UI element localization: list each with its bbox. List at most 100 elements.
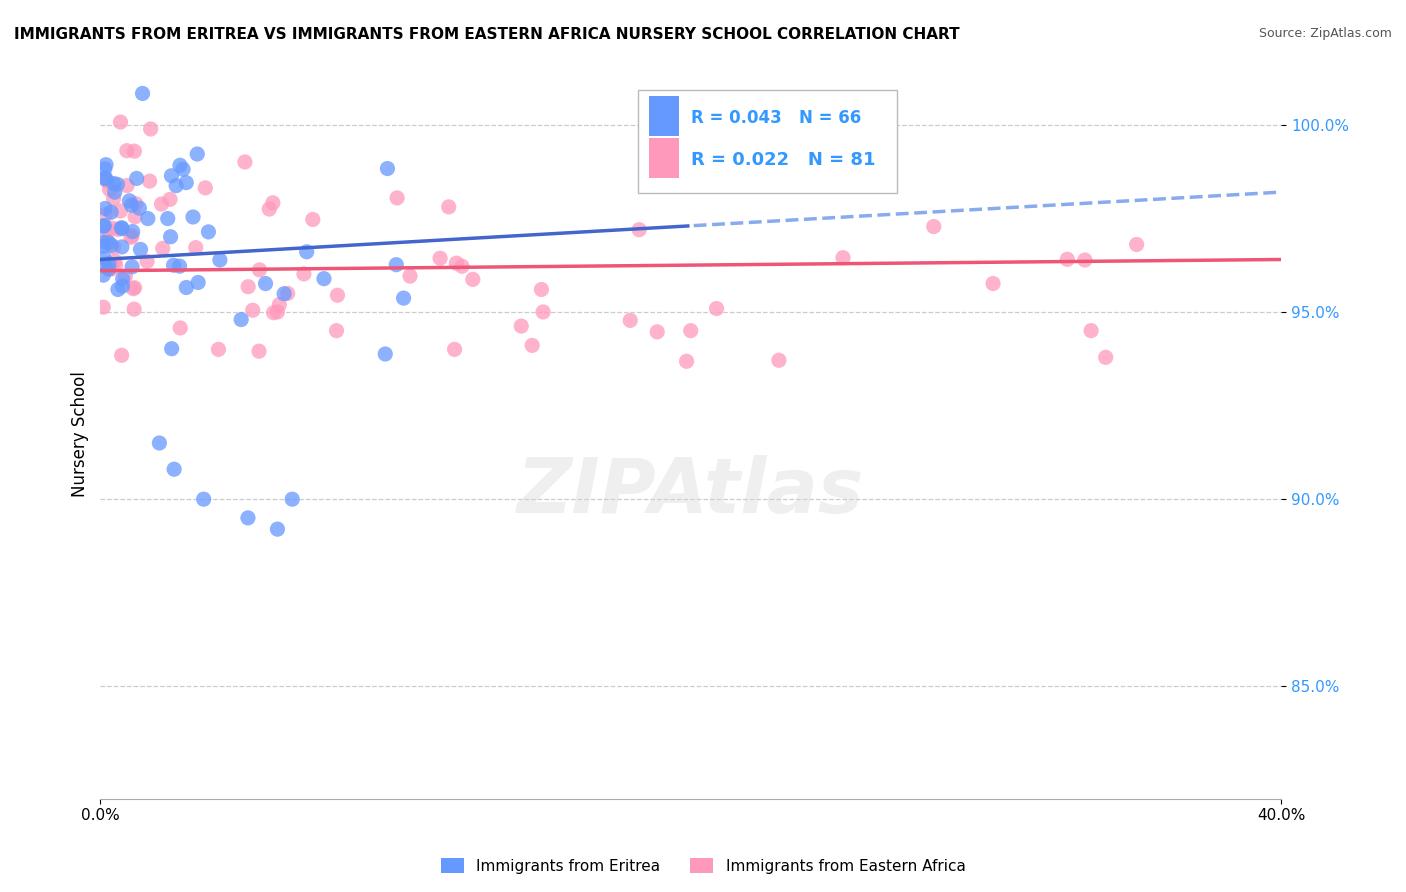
Point [520, 338, 543, 352]
Point [111, 348, 134, 362]
Point [377, 161, 399, 176]
Point [96, 234, 118, 248]
Point [121, 225, 143, 239]
Point [97, 257, 120, 271]
Point [628, 222, 651, 236]
Point [107, 222, 129, 236]
Point [129, 243, 152, 257]
Point [981, 277, 1004, 291]
Point [1080, 324, 1102, 338]
Point [295, 244, 318, 259]
Point [111, 279, 134, 293]
Text: R = 0.022   N = 81: R = 0.022 N = 81 [690, 151, 875, 169]
Point [1125, 237, 1147, 252]
Point [437, 200, 460, 214]
Point [118, 194, 141, 208]
Point [675, 354, 697, 368]
Point [91, 268, 114, 282]
Point [94, 161, 117, 176]
Point [385, 258, 408, 272]
Point [451, 259, 474, 273]
FancyBboxPatch shape [650, 138, 679, 178]
Point [832, 251, 855, 265]
Point [98, 261, 121, 276]
Point [679, 324, 702, 338]
Point [93, 251, 115, 265]
Point [103, 177, 125, 191]
FancyBboxPatch shape [650, 96, 679, 136]
Point [169, 259, 191, 273]
Point [186, 147, 208, 161]
Point [104, 185, 127, 199]
Point [259, 202, 281, 216]
Point [136, 254, 159, 268]
Point [110, 204, 132, 219]
Point [197, 225, 219, 239]
Point [510, 319, 533, 334]
Point [93, 257, 115, 271]
Text: IMMIGRANTS FROM ERITREA VS IMMIGRANTS FROM EASTERN AFRICA NURSERY SCHOOL CORRELA: IMMIGRANTS FROM ERITREA VS IMMIGRANTS FR… [14, 27, 960, 42]
Point [97, 235, 120, 250]
Point [94, 171, 117, 186]
Point [125, 171, 148, 186]
Point [273, 286, 295, 301]
Point [104, 254, 127, 268]
Point [104, 259, 127, 273]
Point [122, 282, 145, 296]
Point [254, 277, 277, 291]
Text: Source: ZipAtlas.com: Source: ZipAtlas.com [1258, 27, 1392, 40]
Point [96, 174, 118, 188]
Point [94, 171, 117, 186]
Point [101, 221, 124, 235]
Point [277, 286, 299, 301]
Point [172, 162, 194, 177]
Point [120, 230, 142, 244]
Point [125, 196, 148, 211]
Point [103, 240, 125, 254]
Point [128, 201, 150, 215]
Point [530, 283, 553, 297]
Point [124, 210, 146, 224]
Point [121, 260, 143, 274]
Point [281, 492, 304, 507]
Point [152, 241, 174, 255]
Point [169, 321, 191, 335]
Point [91, 239, 114, 253]
Point [100, 205, 122, 219]
Text: ZIPAtlas: ZIPAtlas [517, 455, 865, 529]
Text: R = 0.043   N = 66: R = 0.043 N = 66 [690, 109, 860, 128]
Point [110, 220, 132, 235]
Point [231, 312, 253, 326]
Point [94, 202, 117, 216]
Point [97, 262, 120, 277]
Point [160, 169, 183, 183]
Point [208, 252, 231, 267]
Point [111, 221, 134, 235]
Point [236, 511, 259, 525]
Point [110, 115, 132, 129]
Point [193, 492, 215, 507]
Point [266, 305, 288, 319]
Point [94, 207, 117, 221]
Point [111, 272, 134, 286]
Legend: Immigrants from Eritrea, Immigrants from Eastern Africa: Immigrants from Eritrea, Immigrants from… [434, 852, 972, 880]
Point [94, 223, 117, 237]
Point [136, 211, 159, 226]
Point [312, 271, 335, 285]
Point [385, 191, 408, 205]
Point [325, 324, 347, 338]
Point [242, 303, 264, 318]
Point [93, 219, 115, 233]
Point [91, 300, 114, 314]
Point [122, 302, 145, 317]
Point [922, 219, 945, 234]
Point [249, 263, 271, 277]
Point [114, 269, 136, 284]
Point [94, 158, 117, 172]
Point [169, 158, 191, 172]
Point [645, 325, 668, 339]
Point [292, 267, 315, 281]
Point [138, 174, 160, 188]
Point [98, 182, 121, 196]
Point [148, 436, 170, 450]
